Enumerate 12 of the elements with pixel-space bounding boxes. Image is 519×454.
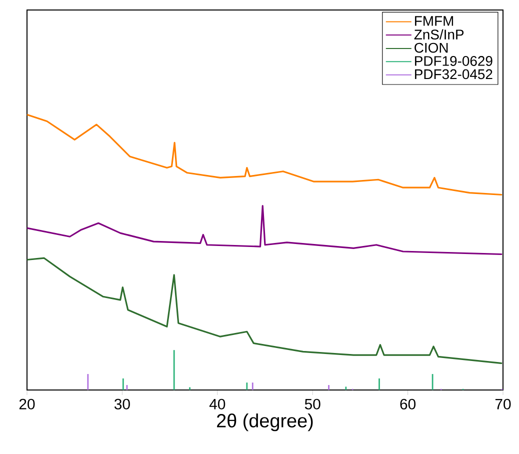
x-tick-label: 50 bbox=[304, 398, 320, 410]
legend-label: PDF19-0629 bbox=[415, 56, 492, 66]
legend-label: CION bbox=[414, 42, 448, 53]
x-tick-label: 60 bbox=[400, 398, 416, 410]
x-tick-label: 30 bbox=[114, 398, 130, 410]
legend-label: ZnS/InP bbox=[414, 29, 464, 40]
x-tick-label: 40 bbox=[209, 398, 226, 410]
legend-label: FMFM bbox=[415, 16, 454, 26]
x-axis-title: 2θ (degree) bbox=[217, 414, 313, 432]
x-tick-label: 70 bbox=[495, 398, 511, 410]
legend-label: PDF32-0452 bbox=[415, 69, 492, 80]
x-tick-label: 20 bbox=[19, 398, 35, 410]
